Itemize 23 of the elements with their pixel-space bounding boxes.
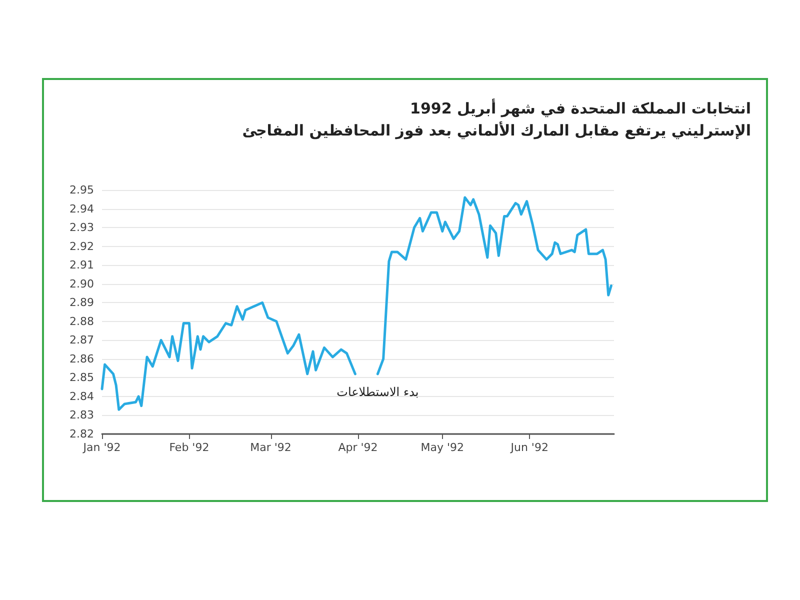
y-tick-label: 2.95: [70, 184, 94, 196]
x-tick-label: Jun '92: [510, 441, 548, 454]
y-tick-label: 2.88: [70, 314, 94, 328]
y-tick-label: 2.94: [70, 202, 94, 216]
y-tick-label: 2.87: [70, 334, 94, 347]
y-tick-label: 2.93: [70, 221, 94, 234]
y-tick-label: 2.82: [70, 428, 94, 440]
y-tick-label: 2.86: [70, 352, 94, 366]
y-tick-label: 2.85: [70, 371, 94, 384]
y-tick-label: 2.84: [70, 390, 94, 403]
x-tick-label: Apr '92: [338, 441, 378, 454]
x-tick-label: Jan '92: [82, 441, 121, 454]
x-tick-label: Feb '92: [169, 441, 210, 454]
y-tick-label: 2.89: [70, 296, 94, 310]
chart-title: انتخابات المملكة المتحدة في شهر أبريل 1992: [410, 98, 752, 118]
x-tick-label: Mar '92: [250, 441, 292, 454]
x-tick-label: May '92: [420, 441, 464, 454]
y-tick-label: 2.92: [70, 240, 94, 253]
y-tick-label: 2.90: [70, 277, 94, 290]
annotation: بدء الاستطلاعات: [336, 384, 419, 399]
chart-subtitle: الإسترليني يرتفع مقابل المارك الألماني بعد فوز المحافظين المفاجئ: [242, 120, 752, 140]
y-tick-label: 2.83: [70, 408, 94, 422]
y-tick-label: 2.91: [70, 258, 94, 272]
